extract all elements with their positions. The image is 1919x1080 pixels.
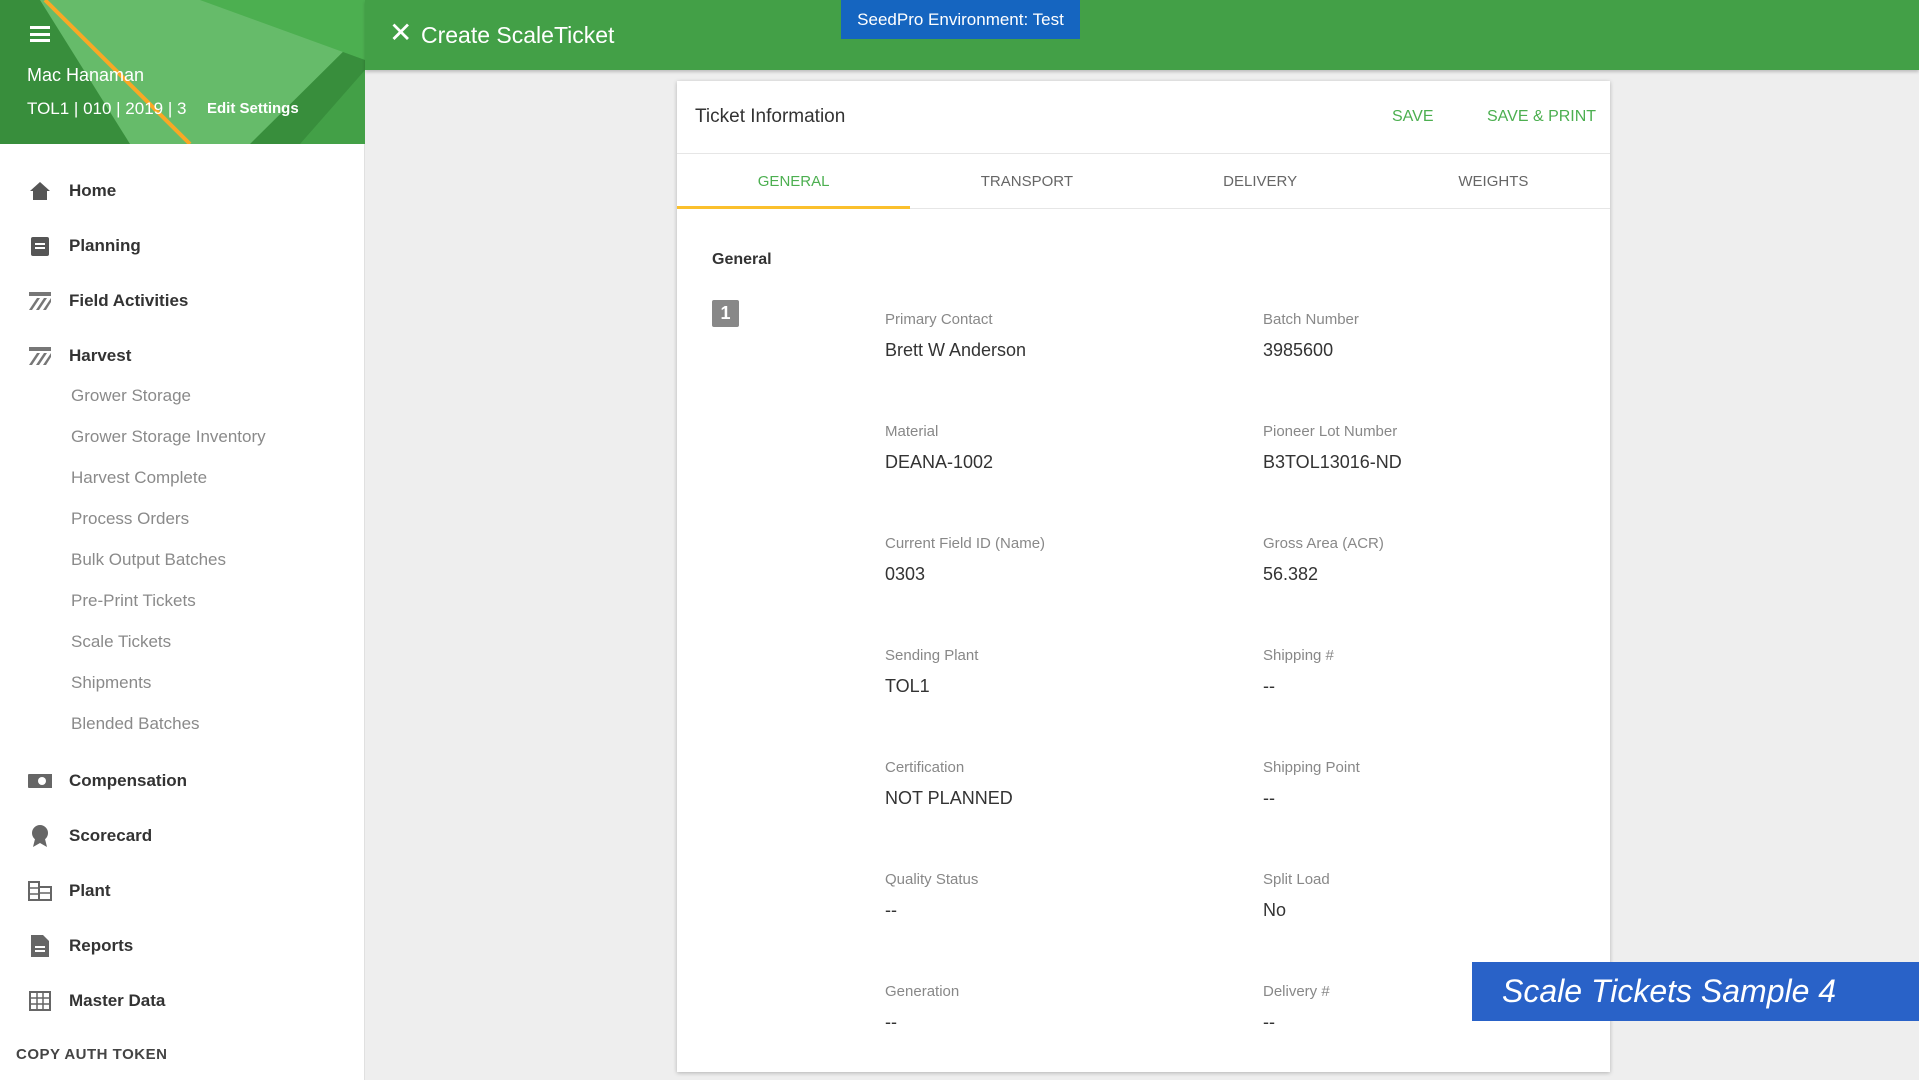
sidebar-item-label: Plant [69, 881, 111, 900]
field-value: Brett W Anderson [885, 340, 1027, 360]
top-bar: ✕ Create ScaleTicket SeedPro Environment… [365, 0, 1919, 70]
field-label: Current Field ID (Name) [885, 535, 1046, 552]
money-icon [28, 769, 52, 793]
sidebar-item-harvest[interactable]: Harvest [0, 336, 365, 376]
field-label: Generation [885, 983, 960, 1000]
building-icon [28, 879, 52, 903]
field-icon [28, 344, 52, 368]
sidebar-item-plant[interactable]: Plant [0, 871, 365, 911]
sidebar-item-label: Master Data [69, 991, 166, 1010]
field-label: Split Load [1263, 871, 1330, 888]
sidebar-subitem-scale-tickets[interactable]: Scale Tickets [71, 632, 172, 651]
user-name: Mac Hanaman [27, 65, 145, 85]
ticket-card: Ticket Information SAVE SAVE & PRINT GEN… [677, 81, 1610, 1072]
field-label: Shipping Point [1263, 759, 1360, 776]
field-value: DEANA-1002 [885, 452, 994, 472]
sidebar-item-field-activities[interactable]: Field Activities [0, 281, 365, 321]
step-badge: 1 [712, 300, 739, 327]
field-label: Batch Number [1263, 311, 1359, 328]
sidebar-subitem-process-orders[interactable]: Process Orders [71, 509, 190, 528]
field-value: 56.382 [1263, 564, 1319, 584]
sidebar-item-label: Reports [69, 936, 134, 955]
sidebar-item-scorecard[interactable]: Scorecard [0, 816, 365, 856]
sidebar-item-master-data[interactable]: Master Data [0, 981, 365, 1021]
field-value: -- [1263, 676, 1275, 696]
tab-weights[interactable]: WEIGHTS [1458, 172, 1529, 190]
field-value: B3TOL13016-ND [1263, 452, 1402, 472]
field-label: Sending Plant [885, 647, 979, 664]
tab-transport[interactable]: TRANSPORT [980, 172, 1073, 190]
sidebar-header: Mac Hanaman TOL1 | 010 | 2019 | 3 Edit S… [0, 0, 365, 144]
save-print-button[interactable]: SAVE & PRINT [1487, 108, 1597, 125]
field-label: Quality Status [885, 871, 979, 888]
sidebar-item-label: Harvest [69, 346, 132, 365]
field-value: -- [885, 1012, 897, 1032]
sidebar-subitem-grower-storage[interactable]: Grower Storage [71, 386, 191, 405]
field-value: -- [1263, 1012, 1275, 1032]
field-label: Primary Contact [885, 311, 993, 328]
sidebar-item-label: Compensation [69, 771, 188, 790]
sidebar-subitem-harvest-complete[interactable]: Harvest Complete [71, 468, 208, 487]
sidebar-item-label: Planning [69, 236, 141, 255]
sidebar-item-label: Field Activities [69, 291, 189, 310]
sidebar-item-compensation[interactable]: Compensation [0, 761, 365, 801]
page-title: Create ScaleTicket [421, 22, 615, 48]
document-icon [28, 934, 52, 958]
card-title: Ticket Information [695, 106, 846, 127]
sidebar-item-label: Home [69, 181, 117, 200]
grid-icon [28, 989, 52, 1013]
field-label: Pioneer Lot Number [1263, 423, 1398, 440]
field-label: Delivery # [1263, 983, 1330, 1000]
sidebar-item-planning[interactable]: Planning [0, 226, 365, 266]
tab-delivery[interactable]: DELIVERY [1223, 172, 1298, 190]
field-value: -- [1263, 788, 1275, 808]
tab-bar: GENERAL TRANSPORT DELIVERY WEIGHTS [677, 153, 1610, 209]
field-label: Shipping # [1263, 647, 1334, 664]
save-button[interactable]: SAVE [1392, 108, 1434, 125]
field-label: Material [885, 423, 939, 440]
edit-settings-link[interactable]: Edit Settings [207, 100, 299, 117]
sidebar: Home Planning Field Activities Harvest G… [0, 144, 365, 1080]
field-value: 3985600 [1263, 340, 1334, 360]
clipboard-icon [28, 234, 52, 258]
sidebar-item-home[interactable]: Home [0, 171, 365, 211]
field-label: Gross Area (ACR) [1263, 535, 1384, 552]
sidebar-item-label: Scorecard [69, 826, 153, 845]
sidebar-subitem-shipments[interactable]: Shipments [71, 673, 152, 692]
header-decoration [40, 0, 365, 144]
user-context: TOL1 | 010 | 2019 | 3 [27, 99, 187, 118]
tab-general[interactable]: GENERAL [677, 154, 911, 209]
sidebar-subitem-bulk-output-batches[interactable]: Bulk Output Batches [71, 550, 226, 569]
field-value: No [1263, 900, 1287, 920]
caption-banner: Scale Tickets Sample 4 [1472, 962, 1919, 1021]
field-value: 0303 [885, 564, 926, 584]
environment-badge: SeedPro Environment: Test [841, 0, 1080, 39]
sidebar-subitem-blended-batches[interactable]: Blended Batches [71, 714, 200, 733]
field-value: NOT PLANNED [885, 788, 1013, 808]
sidebar-subitem-grower-storage-inventory[interactable]: Grower Storage Inventory [71, 427, 266, 446]
award-icon [28, 824, 52, 848]
section-title: General [712, 251, 772, 268]
home-icon [28, 179, 52, 203]
copy-auth-token-button[interactable]: COPY AUTH TOKEN [16, 1046, 168, 1063]
sidebar-item-reports[interactable]: Reports [0, 926, 365, 966]
close-icon[interactable]: ✕ [389, 17, 413, 48]
field-value: TOL1 [885, 676, 930, 696]
field-value: -- [885, 900, 897, 920]
caption-text: Scale Tickets Sample 4 [1502, 973, 1837, 1009]
menu-icon[interactable] [30, 26, 50, 42]
field-icon [28, 289, 52, 313]
sidebar-subitem-pre-print-tickets[interactable]: Pre-Print Tickets [71, 591, 196, 610]
field-label: Certification [885, 759, 965, 776]
